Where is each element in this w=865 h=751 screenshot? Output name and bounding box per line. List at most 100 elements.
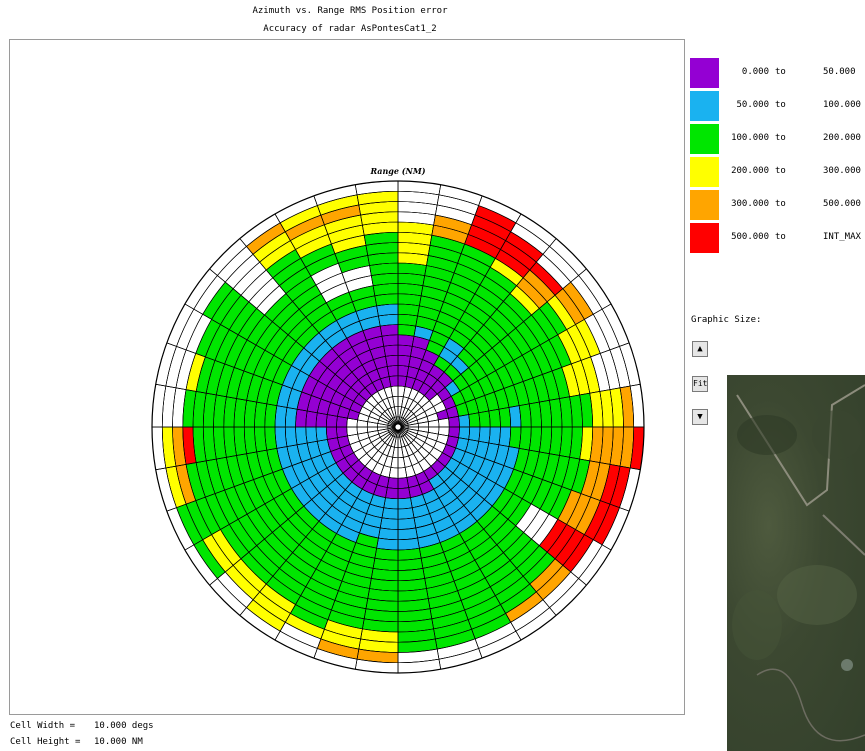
- legend-swatch: [690, 124, 719, 154]
- legend-range-end: 500.000: [823, 199, 861, 209]
- heatmap-cell: [383, 344, 399, 357]
- range-axis-label: Range (NM): [369, 166, 425, 176]
- heatmap-cell: [488, 426, 501, 446]
- range-ring: [325, 354, 471, 500]
- legend-swatch: [690, 223, 719, 253]
- heatmap-cell: [468, 426, 481, 442]
- range-ring: [223, 252, 573, 602]
- range-ring: [182, 211, 614, 643]
- heatmap-cell: [397, 487, 411, 500]
- legend-range-start: 200.000: [731, 166, 769, 176]
- legend-to-label: to: [775, 100, 786, 110]
- heatmap-cell: [458, 414, 471, 428]
- legend-range-end: 50.000: [823, 67, 856, 77]
- heatmap-cell: [458, 426, 471, 440]
- arrow-up-icon: ▲: [697, 344, 703, 354]
- satellite-map-image: [727, 375, 865, 751]
- range-ring: [305, 334, 491, 520]
- range-ring: [274, 303, 522, 551]
- enlarge-button[interactable]: ▲: [692, 341, 708, 357]
- legend-entry: 50.000 to 100.000: [690, 91, 865, 121]
- legend-to-label: to: [775, 232, 786, 242]
- heatmap-cell: [397, 324, 417, 337]
- heatmap-cell: [397, 344, 413, 357]
- legend-entry: 200.000 to 300.000: [690, 157, 865, 187]
- range-ring: [387, 416, 409, 438]
- legend-to-label: to: [775, 133, 786, 143]
- range-ring: [233, 262, 563, 592]
- legend-entry: 500.000 to INT_MAX: [690, 223, 865, 253]
- range-ring: [264, 293, 532, 561]
- range-ring: [366, 395, 430, 459]
- chart-subtitle: Accuracy of radar AsPontesCat1_2: [263, 24, 437, 34]
- legend-range-start: 0.000: [741, 67, 769, 77]
- plot-area: Range (NM): [9, 39, 685, 715]
- shrink-button[interactable]: ▼: [692, 409, 708, 425]
- heatmap-cell: [381, 334, 399, 347]
- range-ring: [243, 272, 553, 582]
- legend-range-start: 50.000: [736, 100, 769, 110]
- heatmap-cell: [397, 497, 413, 510]
- heatmap-cell: [325, 414, 338, 428]
- heatmap-cell: [468, 412, 481, 428]
- heatmap-cell: [397, 507, 415, 520]
- legend-to-label: to: [775, 166, 786, 176]
- legend-to-label: to: [775, 199, 786, 209]
- chart-title: Azimuth vs. Range RMS Position error: [252, 6, 448, 16]
- legend-range-start: 100.000: [731, 133, 769, 143]
- heatmap-cell: [315, 426, 328, 442]
- heatmap-cell: [478, 410, 491, 428]
- legend-range-end: 300.000: [823, 166, 861, 176]
- legend-entry: 300.000 to 500.000: [690, 190, 865, 220]
- radar-center-marker: [394, 423, 402, 431]
- heatmap-cell: [381, 507, 399, 520]
- range-ring: [192, 221, 604, 633]
- heatmap-cell: [315, 412, 328, 428]
- legend-entry: 100.000 to 200.000: [690, 124, 865, 154]
- range-ring: [151, 180, 645, 674]
- cell-width-value: 10.000 degs: [94, 721, 154, 731]
- heatmap-cell: [305, 410, 318, 428]
- legend-range-start: 300.000: [731, 199, 769, 209]
- legend-swatch: [690, 91, 719, 121]
- range-ring: [284, 313, 512, 541]
- heatmap-cell: [488, 408, 501, 428]
- fit-button[interactable]: Fit: [692, 376, 708, 392]
- range-ring: [172, 201, 624, 653]
- range-ring: [295, 324, 501, 530]
- heatmap-cell: [379, 324, 399, 337]
- legend-range-end: 200.000: [823, 133, 861, 143]
- heatmap-cell: [305, 426, 318, 444]
- legend-swatch: [690, 58, 719, 88]
- heatmap-cell: [379, 517, 399, 530]
- range-ring: [213, 242, 583, 612]
- legend-swatch: [690, 157, 719, 187]
- range-ring: [346, 375, 450, 479]
- legend-to-label: to: [775, 67, 786, 77]
- cell-height-value: 10.000 NM: [94, 737, 143, 747]
- range-ring: [161, 190, 635, 664]
- heatmap-cell: [397, 354, 411, 367]
- range-ring: [336, 365, 460, 489]
- heatmap-cell: [478, 426, 491, 444]
- heatmap-cell: [385, 354, 399, 367]
- legend-entry: 0.000 to 50.000: [690, 58, 865, 88]
- range-ring: [377, 406, 419, 448]
- legend-range-end: 100.000: [823, 100, 861, 110]
- heatmap-cell: [397, 334, 415, 347]
- heatmap-cell: [295, 426, 308, 446]
- arrow-down-icon: ▼: [697, 412, 703, 422]
- graphic-size-label: Graphic Size:: [691, 315, 762, 325]
- legend-range-start: 500.000: [731, 232, 769, 242]
- range-ring: [356, 385, 440, 469]
- legend-swatch: [690, 190, 719, 220]
- range-ring: [254, 283, 542, 571]
- heatmap-cell: [397, 517, 417, 530]
- range-ring: [202, 231, 594, 623]
- cell-width-label: Cell Width =: [10, 721, 76, 731]
- legend-range-end: INT_MAX: [823, 232, 861, 242]
- range-ring: [315, 344, 481, 510]
- heatmap-cell: [295, 408, 308, 428]
- cell-height-label: Cell Height =: [10, 737, 81, 747]
- heatmap-cell: [325, 426, 338, 440]
